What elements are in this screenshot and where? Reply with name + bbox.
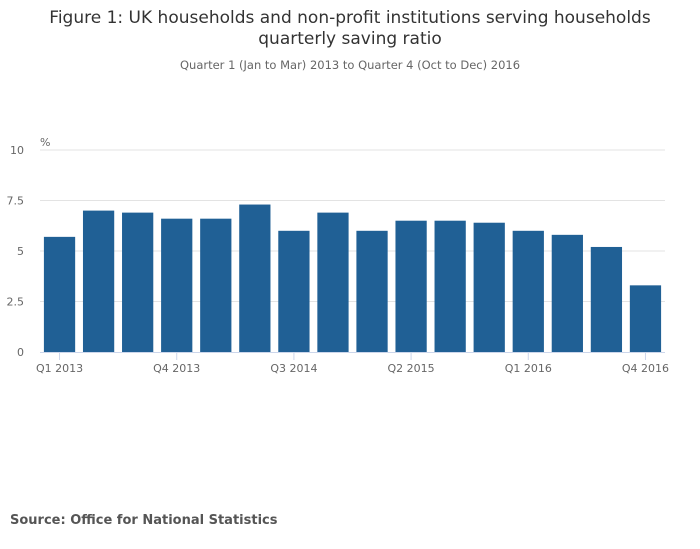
chart-subtitle: Quarter 1 (Jan to Mar) 2013 to Quarter 4…	[179, 58, 521, 72]
bar-q3-2016	[590, 246, 623, 352]
chart-title-line-1: Figure 1: UK households and non-profit i…	[49, 8, 651, 28]
bar-q3-2014	[278, 230, 310, 352]
x-tick-label: Q2 2015	[388, 362, 435, 375]
bar-q4-2015	[473, 222, 505, 352]
y-axis-unit-label: %	[40, 136, 50, 149]
y-tick-label: 2.5	[7, 296, 25, 309]
bar-q3-2013	[122, 212, 154, 352]
y-tick-label: 0	[17, 346, 24, 359]
y-tick-label: 5	[17, 245, 24, 258]
chart-title-line-2: quarterly saving ratio	[258, 29, 442, 49]
y-tick-label: 10	[10, 144, 24, 157]
x-tick-label: Q1 2013	[36, 362, 83, 375]
x-tick-label: Q4 2013	[153, 362, 200, 375]
bar-q4-2014	[317, 212, 349, 352]
bar-q1-2014	[200, 218, 232, 352]
source-note: Source: Office for National Statistics	[10, 513, 278, 528]
bar-q2-2013	[82, 210, 115, 352]
y-tick-label: 7.5	[7, 195, 25, 208]
bar-q1-2015	[356, 230, 388, 352]
bar-q2-2014	[239, 204, 271, 352]
bar-q1-2013	[43, 236, 76, 352]
bar-q2-2016	[551, 234, 583, 352]
x-tick-label: Q4 2016	[622, 362, 669, 375]
bar-q1-2016	[512, 230, 544, 352]
bar-q4-2013	[161, 218, 193, 352]
bar-q4-2016	[629, 285, 662, 352]
bar-q2-2015	[395, 220, 427, 352]
x-tick-label: Q1 2016	[505, 362, 552, 375]
x-tick-label: Q3 2014	[270, 362, 317, 375]
bar-chart: 0 2.5 5 7.5 10% Q1 2013 Q4 2013 Q3 2014 Q2 2015 Q…	[7, 136, 670, 375]
bar-q3-2015	[434, 220, 466, 352]
